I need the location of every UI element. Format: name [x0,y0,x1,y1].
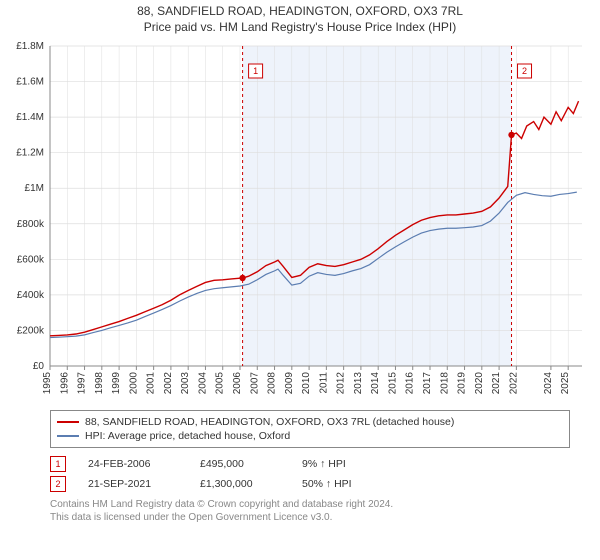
sale-price: £495,000 [200,458,280,470]
legend-swatch [57,421,79,423]
svg-text:2006: 2006 [232,372,243,395]
svg-text:2018: 2018 [439,372,450,395]
svg-text:£1.6M: £1.6M [16,77,44,88]
footer-line1: Contains HM Land Registry data © Crown c… [50,498,570,511]
svg-text:2003: 2003 [180,372,191,395]
svg-text:2016: 2016 [405,372,416,395]
svg-text:2012: 2012 [336,372,347,395]
svg-text:2005: 2005 [215,372,226,395]
sale-price: £1,300,000 [200,478,280,490]
svg-text:1995: 1995 [42,372,53,395]
svg-text:2019: 2019 [457,372,468,395]
svg-text:2025: 2025 [560,372,571,395]
legend-label: 88, SANDFIELD ROAD, HEADINGTON, OXFORD, … [85,416,454,428]
sales-table: 1 24-FEB-2006 £495,000 9% ↑ HPI 2 21-SEP-2021… [50,454,570,494]
svg-text:1996: 1996 [59,372,70,395]
svg-text:2022: 2022 [508,372,519,395]
plot-svg: £0 £200k £400k £600k £800k £1M £1.2M £1.4M £1.6M… [0,36,600,406]
sale-date: 21-SEP-2021 [88,478,178,490]
sale-row: 1 24-FEB-2006 £495,000 9% ↑ HPI [50,454,570,474]
svg-text:2017: 2017 [422,372,433,395]
svg-text:£600k: £600k [17,254,45,265]
svg-text:£1M: £1M [25,183,44,194]
sale-marker-icon: 2 [50,476,66,492]
legend-row: 88, SANDFIELD ROAD, HEADINGTON, OXFORD, … [57,415,563,429]
chart-container: 88, SANDFIELD ROAD, HEADINGTON, OXFORD, … [0,0,600,524]
svg-text:2007: 2007 [249,372,260,395]
title-sub: Price paid vs. HM Land Registry's House … [0,20,600,34]
footer-line2: This data is licensed under the Open Gov… [50,511,570,524]
svg-text:2004: 2004 [197,372,208,395]
legend-swatch [57,435,79,437]
svg-text:2011: 2011 [318,372,329,394]
svg-text:2010: 2010 [301,372,312,395]
sale-marker-icon: 1 [50,456,66,472]
svg-text:2024: 2024 [543,372,554,395]
legend-label: HPI: Average price, detached house, Oxfo… [85,430,290,442]
svg-text:£0: £0 [33,361,45,372]
svg-text:1: 1 [253,66,258,76]
svg-text:2013: 2013 [353,372,364,395]
svg-text:1998: 1998 [94,372,105,395]
svg-text:£800k: £800k [17,219,45,230]
svg-text:1999: 1999 [111,372,122,395]
svg-text:2015: 2015 [387,372,398,395]
svg-text:£200k: £200k [17,325,45,336]
svg-text:£400k: £400k [17,290,45,301]
plot-area: £0 £200k £400k £600k £800k £1M £1.2M £1.4M £1.6M… [0,36,600,406]
svg-text:2: 2 [522,66,527,76]
legend-box: 88, SANDFIELD ROAD, HEADINGTON, OXFORD, … [50,410,570,448]
svg-text:2000: 2000 [128,372,139,395]
svg-text:£1.2M: £1.2M [16,148,44,159]
svg-text:2002: 2002 [163,372,174,395]
svg-text:2001: 2001 [146,372,157,395]
svg-text:2009: 2009 [284,372,295,395]
sale-row: 2 21-SEP-2021 £1,300,000 50% ↑ HPI [50,474,570,494]
svg-text:2008: 2008 [267,372,278,395]
titles: 88, SANDFIELD ROAD, HEADINGTON, OXFORD, … [0,0,600,36]
footer: Contains HM Land Registry data © Crown c… [50,498,570,524]
svg-text:£1.4M: £1.4M [16,112,44,123]
svg-text:1997: 1997 [77,372,88,395]
sale-date: 24-FEB-2006 [88,458,178,470]
svg-text:2014: 2014 [370,372,381,395]
legend-row: HPI: Average price, detached house, Oxfo… [57,429,563,443]
svg-text:£1.8M: £1.8M [16,41,44,52]
sale-diff: 9% ↑ HPI [302,458,372,470]
title-main: 88, SANDFIELD ROAD, HEADINGTON, OXFORD, … [0,4,600,18]
svg-text:2021: 2021 [491,372,502,395]
svg-text:2020: 2020 [474,372,485,395]
sale-diff: 50% ↑ HPI [302,478,372,490]
